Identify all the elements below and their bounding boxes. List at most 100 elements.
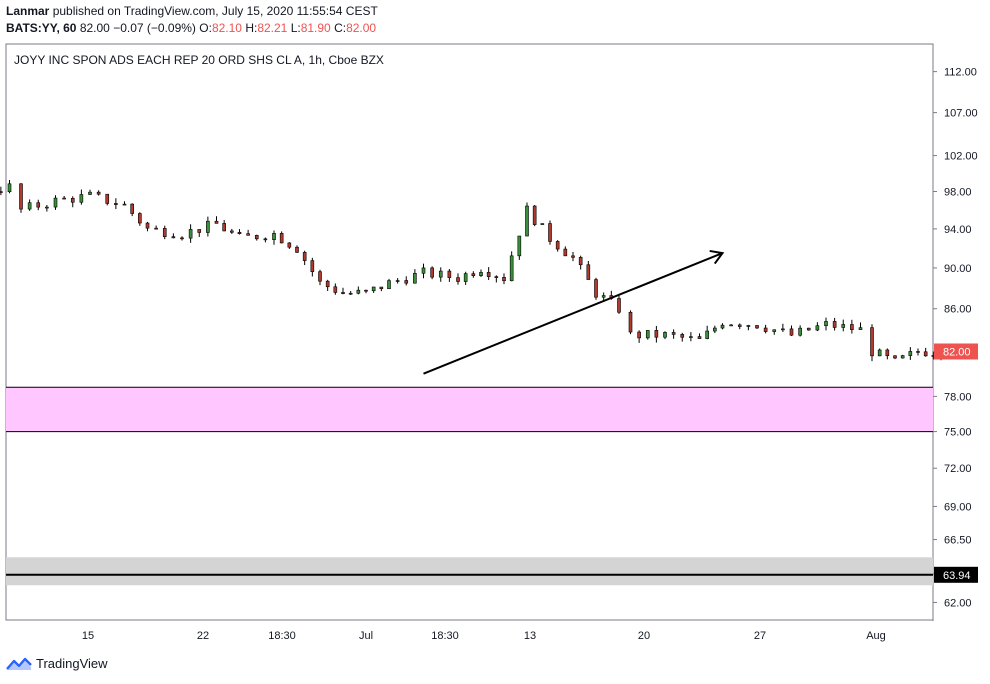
candle-131 — [348, 290, 353, 295]
candle-190 — [832, 317, 837, 331]
candle-158 — [563, 246, 568, 257]
candle-body — [671, 332, 676, 335]
candle-body — [720, 324, 725, 329]
candle-109 — [171, 233, 176, 239]
candle-175 — [705, 325, 709, 340]
candle-189 — [824, 317, 828, 331]
candle-body — [279, 233, 284, 244]
candle-body — [364, 289, 368, 292]
candle-body — [447, 270, 452, 278]
candle-body — [162, 228, 167, 237]
candle-167 — [637, 330, 641, 343]
candle-107 — [154, 225, 158, 230]
x-tick-label-0: 15 — [82, 630, 94, 642]
candle-body — [70, 198, 75, 203]
ohlc-line: BATS:YY, 60 82.00 −0.07 (−0.09%) O:82.10… — [6, 21, 376, 35]
candle-body — [486, 272, 491, 277]
last-price-label: 82.00 — [943, 346, 971, 358]
candle-body — [877, 349, 882, 357]
candle-139 — [413, 269, 417, 284]
candle-body — [122, 203, 127, 206]
candle-96 — [62, 196, 66, 200]
lower-band — [6, 557, 933, 586]
candle-body — [571, 255, 575, 258]
candle-89 — [0, 186, 3, 196]
candle-198 — [900, 354, 905, 359]
candle-body — [548, 223, 552, 242]
candle-192 — [850, 319, 854, 334]
candle-body — [371, 286, 376, 292]
y-tick-label-8: 78.00 — [944, 391, 972, 403]
candle-body — [105, 193, 110, 204]
candle-182 — [763, 324, 768, 334]
candle-103 — [122, 201, 127, 206]
candle-129 — [333, 283, 338, 295]
author-name: Lanmar — [6, 4, 50, 18]
candle-body — [594, 279, 598, 298]
x-tick-label-8: Aug — [866, 630, 886, 642]
candle-body — [900, 355, 905, 359]
candle-95 — [53, 195, 58, 210]
candle-body — [923, 351, 928, 357]
candle-body — [509, 255, 514, 282]
candle-body — [7, 183, 12, 193]
candle-145 — [463, 271, 468, 285]
candle-body — [456, 277, 460, 282]
candle-98 — [79, 189, 84, 205]
candle-102 — [114, 198, 118, 210]
candle-122 — [279, 231, 284, 244]
candle-104 — [130, 203, 134, 217]
candle-166 — [628, 310, 633, 335]
candle-body — [463, 273, 468, 282]
candle-165 — [617, 294, 621, 314]
candle-193 — [858, 322, 863, 330]
candle-body — [222, 223, 226, 232]
candle-195 — [877, 348, 882, 357]
candle-179 — [737, 323, 742, 330]
candle-body — [908, 351, 913, 356]
candle-body — [421, 267, 426, 274]
candle-174 — [697, 333, 702, 339]
candle-body — [789, 328, 794, 336]
candle-105 — [138, 212, 142, 226]
y-tick-label-10: 72.00 — [944, 463, 972, 475]
candle-153 — [525, 202, 529, 237]
candle-196 — [885, 348, 890, 360]
candle-147 — [479, 269, 483, 277]
candle-body — [188, 229, 193, 239]
candle-body — [781, 328, 785, 331]
candle-body — [563, 248, 568, 257]
candle-body — [841, 324, 846, 328]
candle-body — [404, 280, 409, 284]
candle-body — [772, 329, 777, 332]
candle-body — [532, 205, 537, 225]
candle-body — [517, 235, 522, 257]
candle-body — [628, 311, 633, 333]
footer-brand[interactable]: TradingView — [6, 656, 108, 671]
candle-body — [893, 355, 897, 359]
candle-99 — [88, 189, 92, 195]
candle-body — [637, 331, 641, 339]
candle-200 — [916, 348, 920, 356]
candle-142 — [438, 267, 443, 282]
candle-body — [729, 324, 733, 327]
candle-body — [540, 223, 545, 225]
candle-118 — [246, 229, 250, 236]
tradingview-logo-icon — [6, 657, 32, 670]
candle-171 — [671, 329, 676, 339]
candle-body — [763, 327, 768, 332]
price-change: −0.07 (−0.09%) — [113, 21, 196, 35]
candle-124 — [295, 245, 299, 253]
candle-body — [697, 336, 702, 339]
candle-body — [341, 292, 345, 294]
last-price-label-bg — [934, 343, 978, 360]
arrow-shaft — [423, 252, 723, 375]
candle-199 — [908, 347, 913, 360]
candle-body — [197, 229, 202, 233]
candle-108 — [162, 225, 167, 240]
candle-92 — [27, 199, 32, 211]
y-tick-label-12: 66.50 — [944, 535, 972, 547]
candle-body — [45, 206, 49, 209]
candle-body — [214, 220, 219, 224]
